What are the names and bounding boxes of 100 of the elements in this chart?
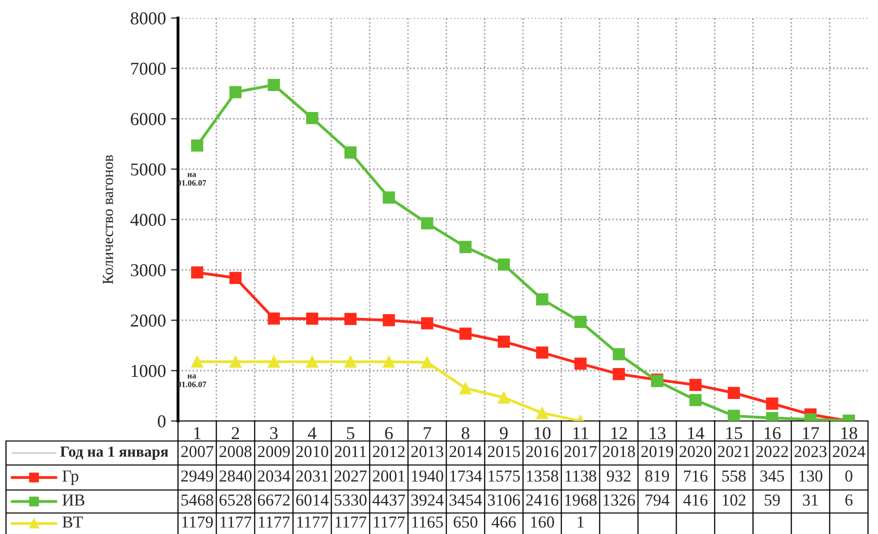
point: [459, 382, 472, 394]
data-label: 794: [646, 494, 670, 506]
data-label: 5330: [334, 494, 367, 506]
x-tick-label: 2: [232, 427, 240, 440]
point: [612, 368, 625, 380]
text: 2013: [411, 446, 444, 458]
x-tick-label: 13: [650, 427, 666, 440]
point: [421, 356, 434, 368]
legend-label: Гр: [62, 470, 78, 486]
text: 2015: [488, 446, 520, 458]
data-label: 2416: [526, 494, 558, 506]
data-label: 1: [578, 516, 584, 528]
y-tick-label: 3000: [130, 264, 166, 276]
x-tick-label: 18: [841, 427, 858, 440]
data-label: 6672: [258, 494, 290, 506]
y-tick-label: 7000: [131, 62, 166, 75]
data-label: 2027: [334, 470, 367, 482]
point: [689, 378, 702, 392]
x-tick-label: 17: [803, 427, 820, 440]
text: 2014: [450, 446, 482, 458]
point: [536, 293, 548, 306]
data-label: 1138: [566, 470, 596, 482]
text: 2016: [526, 446, 558, 458]
text: 2009: [258, 446, 290, 458]
point: [191, 356, 204, 368]
data-label: 932: [606, 470, 630, 482]
text: 2018: [602, 446, 635, 458]
data-label: 0: [845, 470, 852, 482]
point: [574, 358, 587, 370]
data-label: 31: [802, 494, 818, 506]
point: [268, 356, 280, 368]
legend-label: ИВ: [62, 494, 84, 506]
point: [459, 240, 472, 254]
text: 2011: [334, 446, 366, 458]
point: [421, 217, 434, 230]
point: [344, 146, 357, 159]
text: 2020: [680, 446, 712, 458]
point: [612, 348, 625, 360]
data-label: 1177: [258, 516, 290, 528]
data-label: 3454: [450, 494, 482, 506]
point: [229, 272, 242, 284]
point: [382, 356, 395, 368]
data-label: 3106: [488, 494, 520, 506]
x-tick-label: 16: [764, 427, 781, 440]
x-tick-label: 7: [424, 427, 432, 440]
x-tick-label: 14: [688, 427, 704, 440]
data-label: 558: [722, 470, 746, 482]
data-label: 466: [492, 516, 516, 528]
x-tick-label: 4: [308, 427, 316, 440]
x-tick-label: 15: [726, 427, 742, 440]
data-label: 3924: [411, 494, 444, 506]
text: Год на 1 января: [60, 446, 168, 460]
data-label: 2949: [181, 470, 214, 482]
point: [382, 314, 395, 326]
data-label: 59: [764, 494, 780, 506]
text: 2017: [564, 446, 597, 458]
data-label: 1165: [412, 516, 443, 528]
data-label: 4437: [372, 494, 406, 506]
data-label: 2001: [372, 470, 404, 482]
data-label: 1968: [565, 494, 597, 506]
x-tick-label: 3: [270, 427, 278, 440]
x-tick-label: 10: [534, 427, 551, 440]
data-label: 1177: [374, 516, 405, 528]
x-tick-label: 6: [385, 427, 393, 440]
x-tick-label: 9: [500, 427, 508, 440]
point: [268, 312, 280, 325]
y-tick-label: 6000: [130, 113, 166, 126]
point: [306, 112, 318, 124]
data-label: 5468: [181, 494, 214, 506]
y-axis-title: Количество вагонов: [102, 155, 114, 284]
data-label: 650: [454, 516, 478, 528]
text: 2022: [756, 446, 788, 458]
point: [229, 356, 242, 368]
data-label: 6: [845, 494, 853, 506]
data-label: 102: [722, 494, 746, 506]
data-label: 2031: [296, 470, 328, 482]
data-label: 716: [684, 470, 708, 482]
point: [268, 78, 280, 91]
legend-label: ВТ: [62, 516, 83, 528]
point: [728, 386, 740, 399]
point: [306, 312, 318, 325]
data-label: 2840: [220, 470, 252, 482]
point: [689, 394, 702, 406]
text: 2010: [296, 446, 328, 458]
data-label: 416: [683, 494, 708, 506]
data-label: 1940: [412, 470, 444, 482]
point: [574, 316, 587, 328]
data-label: 6528: [220, 494, 252, 506]
text: 2012: [372, 446, 405, 458]
text: 2023: [794, 446, 827, 458]
point: [766, 398, 778, 410]
point: [344, 312, 357, 325]
data-label: 2034: [258, 470, 290, 482]
data-label: 1575: [488, 470, 520, 482]
y-tick-label: 2000: [130, 314, 166, 327]
data-label: 1179: [182, 516, 213, 528]
point: [498, 391, 510, 404]
data-label: 1177: [336, 516, 366, 528]
data-label: 6014: [296, 494, 329, 506]
data-label: 130: [799, 470, 822, 482]
